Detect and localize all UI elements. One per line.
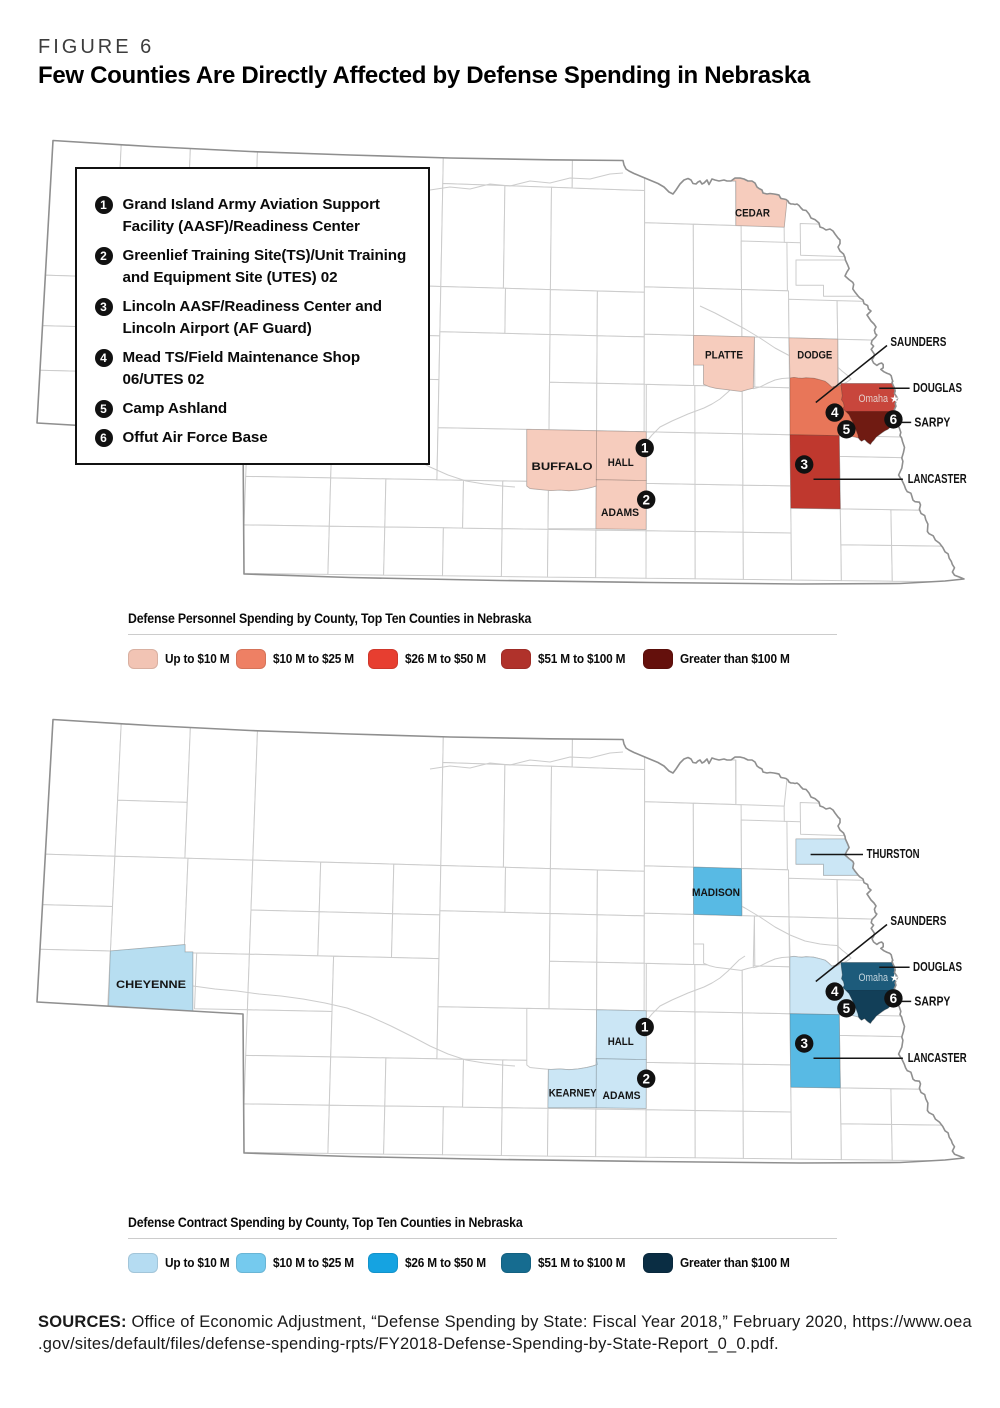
svg-text:1: 1 xyxy=(641,1020,649,1035)
svg-text:3: 3 xyxy=(800,1036,808,1051)
svg-text:SAUNDERS: SAUNDERS xyxy=(890,334,946,349)
svg-text:SARPY: SARPY xyxy=(914,994,950,1009)
svg-text:HALL: HALL xyxy=(608,1036,634,1048)
svg-text:6: 6 xyxy=(890,412,898,427)
svg-text:DOUGLAS: DOUGLAS xyxy=(913,380,962,395)
svg-text:CHEYENNE: CHEYENNE xyxy=(116,979,187,991)
svg-text:2: 2 xyxy=(642,1071,650,1086)
svg-text:4: 4 xyxy=(831,984,839,999)
svg-text:5: 5 xyxy=(843,422,851,437)
svg-text:THURSTON: THURSTON xyxy=(867,846,920,861)
svg-text:KEARNEY: KEARNEY xyxy=(549,1088,597,1100)
svg-text:Omaha: Omaha xyxy=(859,393,889,405)
svg-text:SARPY: SARPY xyxy=(914,415,950,430)
svg-text:BUFFALO: BUFFALO xyxy=(532,461,593,473)
svg-text:DODGE: DODGE xyxy=(797,350,832,362)
svg-text:LANCASTER: LANCASTER xyxy=(908,1050,967,1065)
svg-text:PLATTE: PLATTE xyxy=(705,350,743,362)
svg-text:3: 3 xyxy=(800,457,808,472)
svg-text:★: ★ xyxy=(890,394,900,406)
svg-text:4: 4 xyxy=(831,405,839,420)
svg-text:5: 5 xyxy=(843,1001,851,1016)
svg-text:2: 2 xyxy=(642,492,650,507)
svg-text:CEDAR: CEDAR xyxy=(735,208,770,220)
svg-text:ADAMS: ADAMS xyxy=(603,1090,641,1102)
svg-text:ADAMS: ADAMS xyxy=(601,507,639,519)
svg-text:MADISON: MADISON xyxy=(692,887,740,899)
svg-text:6: 6 xyxy=(890,991,898,1006)
svg-text:Omaha: Omaha xyxy=(859,972,889,984)
svg-text:1: 1 xyxy=(641,441,649,456)
svg-text:DOUGLAS: DOUGLAS xyxy=(913,959,962,974)
svg-text:SAUNDERS: SAUNDERS xyxy=(890,913,946,928)
svg-text:★: ★ xyxy=(890,973,900,985)
svg-text:LANCASTER: LANCASTER xyxy=(908,471,967,486)
svg-text:HALL: HALL xyxy=(608,457,634,469)
